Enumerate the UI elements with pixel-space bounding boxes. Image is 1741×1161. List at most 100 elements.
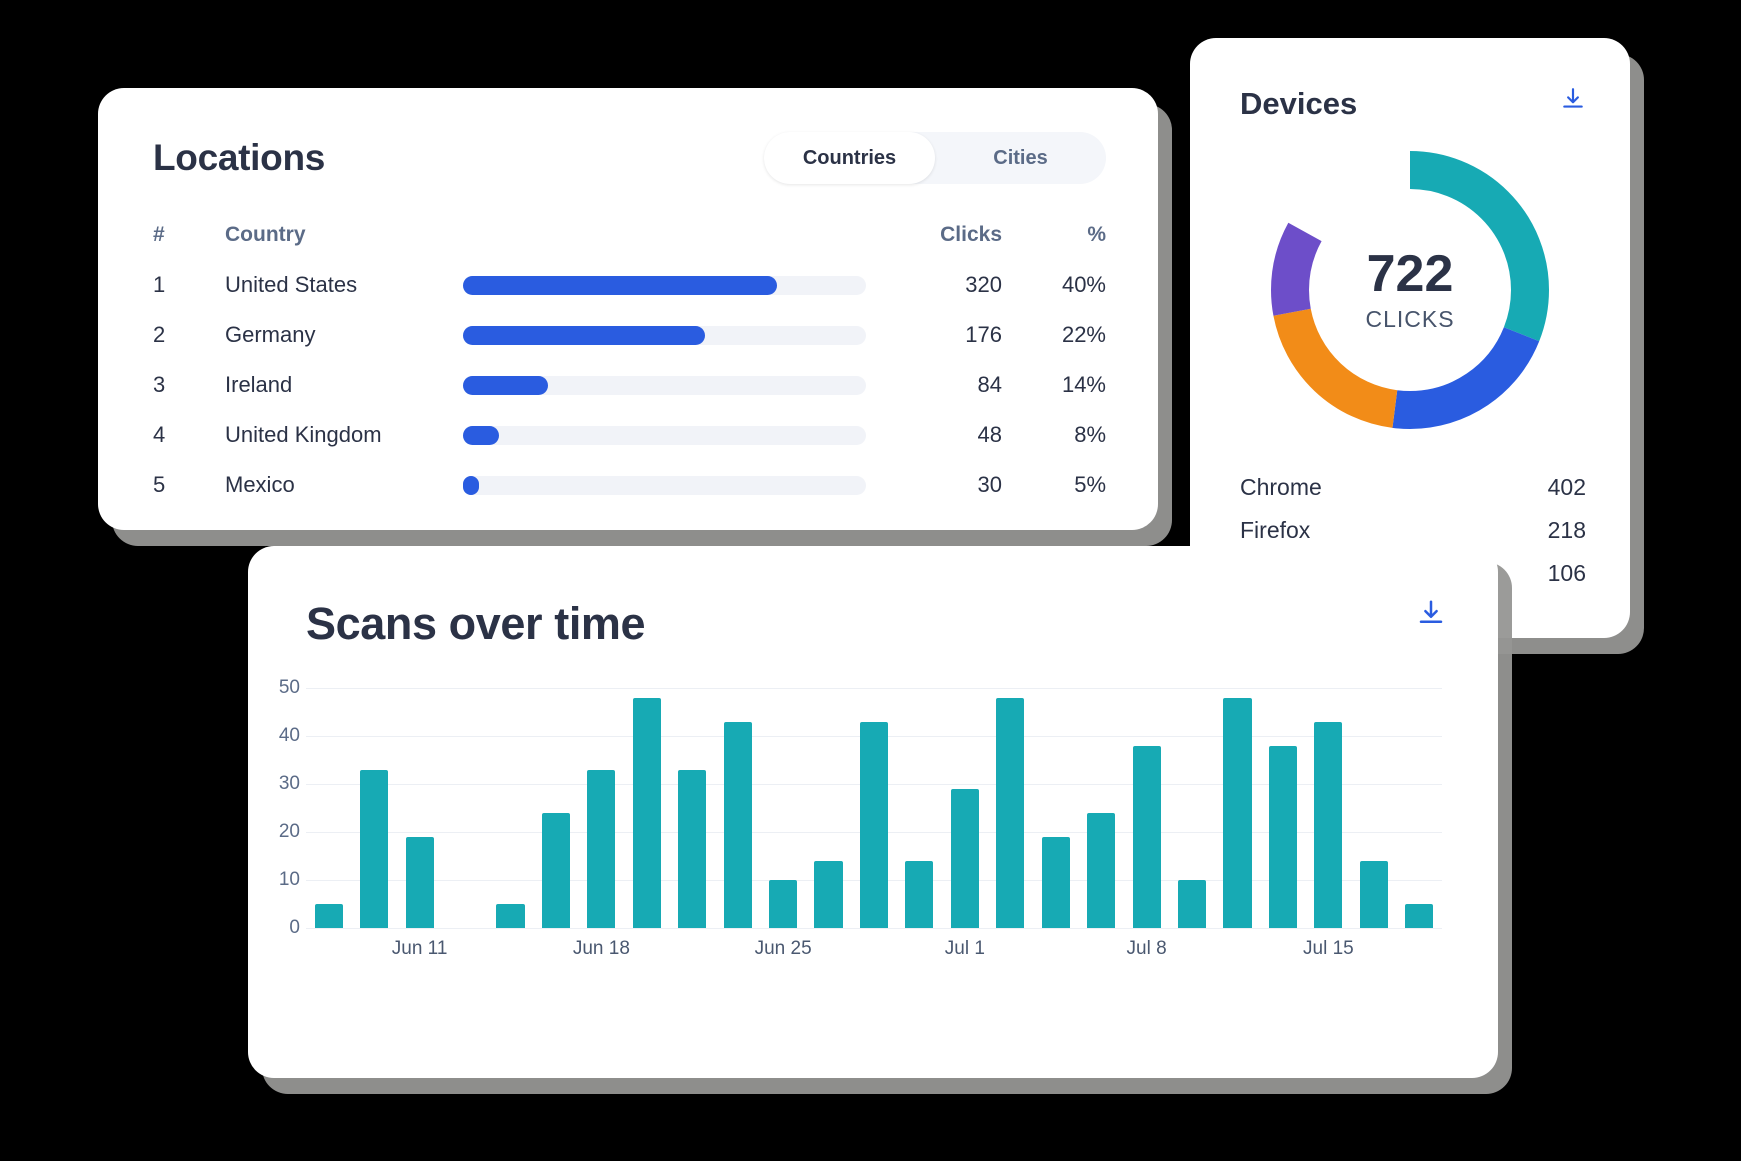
- bar[interactable]: [814, 860, 843, 928]
- cell-percent: 8%: [1074, 422, 1106, 447]
- bar[interactable]: [1359, 860, 1388, 928]
- bar[interactable]: [1177, 880, 1207, 928]
- bar-column[interactable]: [488, 688, 533, 928]
- bar-column[interactable]: [533, 688, 578, 928]
- bar-fill: [463, 425, 500, 445]
- cell-bar: [463, 375, 882, 395]
- cell-clicks: 320: [965, 272, 1002, 297]
- legend-label: Firefox: [1240, 517, 1311, 543]
- table-row[interactable]: 4 United Kingdom 48 8%: [153, 410, 1106, 460]
- bar[interactable]: [1405, 904, 1434, 928]
- bar[interactable]: [859, 721, 889, 928]
- bar-column[interactable]: [942, 688, 987, 928]
- bar[interactable]: [950, 788, 979, 928]
- y-axis-tick-label: 30: [278, 773, 300, 794]
- bar-column[interactable]: [442, 688, 487, 928]
- bar[interactable]: [360, 769, 389, 928]
- devices-title: Devices: [1240, 86, 1358, 121]
- bar-column[interactable]: [760, 688, 805, 928]
- bar[interactable]: [405, 836, 434, 928]
- cell-country: Germany: [225, 322, 316, 347]
- bar-column[interactable]: [897, 688, 942, 928]
- locations-scope-toggle[interactable]: Countries Cities: [764, 132, 1106, 184]
- bar-column[interactable]: [1397, 688, 1442, 928]
- download-icon[interactable]: [1560, 86, 1586, 112]
- legend-value: 106: [1547, 560, 1586, 586]
- table-row[interactable]: 3 Ireland 84 14%: [153, 360, 1106, 410]
- tab-countries[interactable]: Countries: [764, 132, 935, 184]
- bar-column[interactable]: [1306, 688, 1351, 928]
- table-row[interactable]: 5 Mexico 30 5%: [153, 460, 1106, 510]
- bar-column[interactable]: [624, 688, 669, 928]
- bar-column[interactable]: [1215, 688, 1260, 928]
- bar-column[interactable]: [988, 688, 1033, 928]
- cell-percent: 5%: [1074, 472, 1106, 497]
- bar-column[interactable]: [351, 688, 396, 928]
- bar-column[interactable]: [397, 688, 442, 928]
- cell-country: United Kingdom: [225, 422, 382, 447]
- bar[interactable]: [1268, 745, 1297, 928]
- bar-track: [463, 325, 866, 345]
- bar[interactable]: [678, 769, 707, 928]
- x-axis-tick-label: Jun 18: [572, 938, 630, 959]
- bar-column[interactable]: [1260, 688, 1305, 928]
- y-axis-tick-label: 50: [278, 677, 300, 698]
- bar-column[interactable]: [670, 688, 715, 928]
- column-header-rank: #: [153, 223, 165, 246]
- bar-column[interactable]: [1078, 688, 1123, 928]
- cell-country: Mexico: [225, 472, 295, 497]
- bar[interactable]: [723, 721, 752, 928]
- bar-column[interactable]: [1124, 688, 1169, 928]
- bar-column[interactable]: [579, 688, 624, 928]
- column-header-pct: %: [1087, 223, 1106, 246]
- locations-header: Locations Countries Cities: [98, 88, 1158, 184]
- tab-cities[interactable]: Cities: [993, 146, 1048, 169]
- cell-rank: 3: [153, 372, 166, 397]
- bar[interactable]: [1314, 721, 1343, 928]
- cell-rank: 4: [153, 422, 166, 447]
- bar[interactable]: [1132, 745, 1161, 928]
- bar-series: [306, 688, 1442, 928]
- bar-column[interactable]: [806, 688, 851, 928]
- bar-track: [463, 275, 866, 295]
- bar[interactable]: [1223, 697, 1252, 928]
- bar[interactable]: [1041, 836, 1070, 928]
- bar-column[interactable]: [306, 688, 351, 928]
- bar[interactable]: [905, 860, 934, 928]
- bar[interactable]: [587, 769, 616, 928]
- list-item: Firefox 218: [1240, 509, 1586, 552]
- table-row[interactable]: 1 United States 320 40%: [153, 260, 1106, 310]
- cell-bar: [463, 275, 882, 295]
- bar[interactable]: [496, 904, 525, 928]
- legend-value: 402: [1547, 474, 1586, 500]
- cell-rank: 2: [153, 322, 166, 347]
- bar-column[interactable]: [1351, 688, 1396, 928]
- bar[interactable]: [541, 812, 570, 928]
- column-header-clicks: Clicks: [940, 223, 1002, 246]
- bar-column[interactable]: [851, 688, 896, 928]
- bar[interactable]: [314, 904, 343, 928]
- cell-clicks: 48: [977, 422, 1002, 447]
- table-header-row: # Country Clicks %: [153, 210, 1106, 260]
- y-axis-tick-label: 20: [278, 821, 300, 842]
- y-axis-tick-label: 40: [278, 725, 300, 746]
- cell-bar: [463, 425, 882, 445]
- cell-country: United States: [225, 272, 358, 297]
- download-icon[interactable]: [1416, 598, 1443, 624]
- cell-bar: [463, 325, 882, 345]
- devices-card: Devices 722 CLICKS Chrome402Firefox218Sa…: [1190, 38, 1630, 638]
- table-row[interactable]: 2 Germany 176 22%: [153, 310, 1106, 360]
- bar-column[interactable]: [1169, 688, 1214, 928]
- bar[interactable]: [1087, 812, 1116, 928]
- bar-column[interactable]: [1033, 688, 1078, 928]
- scans-bar-chart: 0 10 20 30 40 50: [279, 677, 1442, 938]
- bar[interactable]: [996, 697, 1025, 928]
- scans-header: Scans over time: [248, 546, 1498, 650]
- x-axis-tick-label: Jul 8: [1126, 938, 1167, 959]
- bar[interactable]: [769, 880, 798, 928]
- bar-track: [463, 475, 866, 495]
- locations-table: # Country Clicks % 1 United States 320 40% 2…: [98, 210, 1158, 510]
- bar[interactable]: [632, 697, 661, 928]
- bar-column[interactable]: [715, 688, 760, 928]
- bar-fill: [463, 375, 548, 395]
